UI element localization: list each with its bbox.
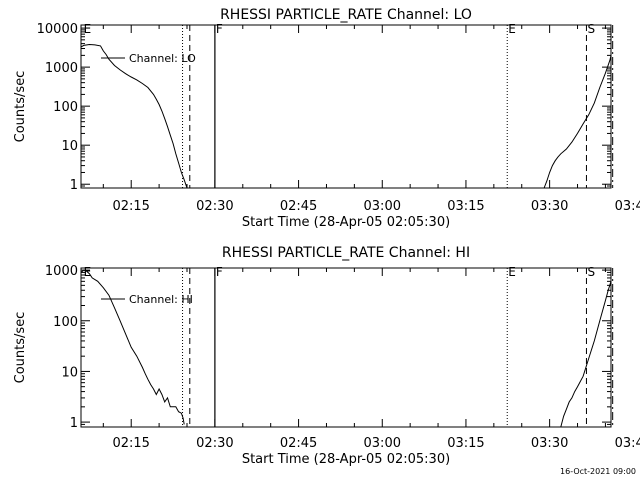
x-tick-label: 03:15 — [447, 199, 484, 214]
series-line-segment — [560, 281, 612, 428]
series-line-segment — [543, 55, 612, 189]
event-marker-label: S — [587, 22, 595, 36]
legend-label: Channel: HI — [129, 293, 193, 306]
x-tick-label: 03:00 — [364, 436, 401, 451]
y-tick-label: 100 — [53, 315, 78, 330]
event-marker-label: E — [508, 265, 516, 279]
chart-title: RHESSI PARTICLE_RATE Channel: LO — [220, 7, 472, 23]
event-marker-label: E — [84, 22, 92, 36]
x-tick-label: 02:45 — [280, 199, 317, 214]
x-tick-label: 03:15 — [447, 436, 484, 451]
event-marker-label: S — [587, 265, 595, 279]
x-tick-label: 02:45 — [280, 436, 317, 451]
y-tick-label: 1000 — [45, 61, 78, 76]
x-tick-label: 02:15 — [112, 436, 149, 451]
y-tick-label: 1 — [70, 178, 78, 193]
x-tick-label: 02:15 — [112, 199, 149, 214]
y-axis-label: Counts/sec — [13, 312, 28, 384]
chart-panel-0: RHESSI PARTICLE_RATE Channel: LO Start Ti… — [13, 7, 640, 230]
x-axis-label: Start Time (28-Apr-05 02:05:30) — [242, 215, 450, 230]
chart-panel-1: RHESSI PARTICLE_RATE Channel: HI Start Ti… — [13, 245, 640, 467]
series-line-segment — [80, 269, 185, 425]
x-tick-label: 03:00 — [364, 199, 401, 214]
series-line-segment — [80, 43, 188, 189]
y-tick-label: 1 — [70, 416, 78, 431]
x-axis-label: Start Time (28-Apr-05 02:05:30) — [242, 452, 450, 467]
footer-timestamp: 16-Oct-2021 09:00 — [560, 467, 636, 476]
y-axis-label: Counts/sec — [13, 71, 28, 143]
x-tick-label: 02:30 — [196, 436, 233, 451]
y-tick-label: 10 — [61, 365, 78, 380]
chart-title: RHESSI PARTICLE_RATE Channel: HI — [222, 245, 470, 261]
x-tick-label: 03:30 — [531, 436, 568, 451]
y-tick-label: 1000 — [45, 264, 78, 279]
x-tick-label: 02:30 — [196, 199, 233, 214]
x-tick-label: 03:30 — [531, 199, 568, 214]
legend-label: Channel: LO — [129, 52, 196, 65]
event-marker-label: F — [216, 22, 223, 36]
event-marker-label: E — [508, 22, 516, 36]
y-tick-label: 10 — [61, 139, 78, 154]
y-tick-label: 10000 — [37, 22, 78, 37]
x-tick-label: 03:45 — [615, 436, 640, 451]
y-tick-label: 100 — [53, 100, 78, 115]
x-tick-label: 03:45 — [615, 199, 640, 214]
event-marker-label: F — [216, 265, 223, 279]
